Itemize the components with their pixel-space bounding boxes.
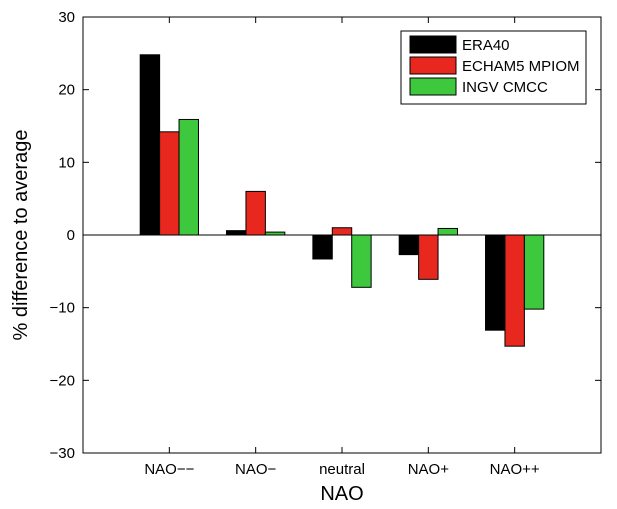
bar-ingv-cmcc-2 <box>351 234 372 288</box>
bar-echam5-mpiom-0 <box>159 131 180 236</box>
bars-group <box>139 54 545 347</box>
y-tick-label: 10 <box>58 154 75 171</box>
legend-label: INGV CMCC <box>462 79 548 96</box>
bar-ingv-cmcc-4 <box>523 234 545 310</box>
legend: ERA40 ECHAM5 MPIOM INGV CMCC <box>400 30 587 105</box>
x-tick-label: NAO− <box>235 461 277 478</box>
legend-swatch <box>409 35 457 54</box>
x-tick-label: NAO++ <box>490 461 540 478</box>
legend-label: ECHAM5 MPIOM <box>462 58 580 75</box>
legend-label: ERA40 <box>462 37 510 54</box>
y-tick-label: −20 <box>50 372 75 389</box>
y-tick-label: −10 <box>50 300 75 317</box>
bar-ingv-cmcc-3 <box>437 227 458 236</box>
y-axis: −30 −20 −10 0 10 20 30 <box>50 9 601 462</box>
bar-era40-3 <box>398 234 420 256</box>
x-axis-title: NAO <box>320 483 363 505</box>
y-tick-label: 20 <box>58 82 75 99</box>
bar-ingv-cmcc-0 <box>178 118 199 236</box>
bar-era40-0 <box>139 54 161 236</box>
bar-echam5-mpiom-2 <box>331 227 353 236</box>
x-tick-label: NAO−− <box>144 461 194 478</box>
legend-swatch <box>409 77 457 96</box>
y-tick-label: 0 <box>67 227 75 244</box>
y-tick-label: 30 <box>58 9 75 26</box>
x-tick-label: neutral <box>319 461 365 478</box>
x-axis: NAO−− NAO− neutral NAO+ NAO++ <box>144 17 540 478</box>
x-tick-label: NAO+ <box>408 461 450 478</box>
bar-era40-1 <box>226 230 247 236</box>
y-tick-label: −30 <box>50 445 75 462</box>
legend-swatch <box>409 56 457 75</box>
bar-echam5-mpiom-1 <box>245 190 266 236</box>
bar-echam5-mpiom-4 <box>504 234 525 347</box>
bar-era40-4 <box>485 234 506 331</box>
y-axis-title: % difference to average <box>10 130 32 341</box>
bar-era40-2 <box>312 234 333 260</box>
bar-echam5-mpiom-3 <box>418 234 439 280</box>
